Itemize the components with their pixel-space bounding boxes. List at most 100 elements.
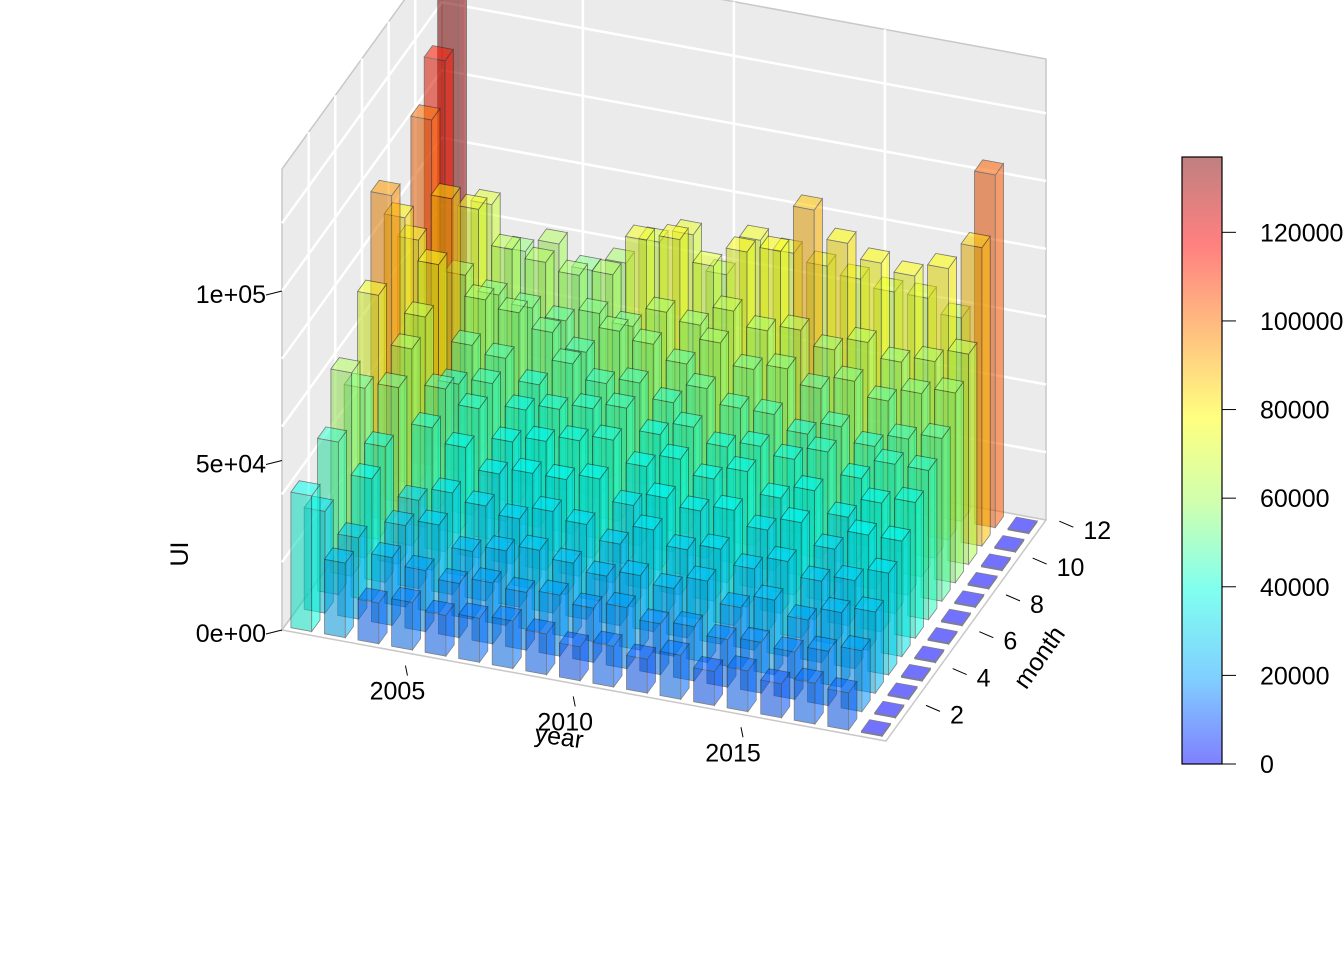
bar-face-top [632, 514, 663, 531]
bar-face-top [954, 590, 985, 607]
bar-face-top [457, 193, 488, 210]
bar [625, 643, 657, 695]
bar-face-top [665, 534, 697, 551]
bar-face-top [397, 484, 428, 501]
bar-face-top [887, 682, 918, 699]
bar-face-top [786, 418, 817, 435]
bar-face-top [484, 342, 515, 359]
bar-face-top [592, 630, 623, 647]
bar-face-top [598, 528, 630, 545]
bar [592, 630, 623, 689]
bar-face-top [551, 348, 582, 365]
bar-face-top [926, 252, 958, 270]
bar-face-top [786, 604, 818, 621]
bar [290, 480, 321, 633]
bar-face-top [812, 334, 844, 351]
bar-face-top [779, 314, 810, 331]
bar-face-top [827, 677, 858, 694]
y-tick [1059, 520, 1074, 528]
bar-face-top [672, 610, 704, 628]
bar-face-front [760, 679, 782, 719]
bar-face-top [893, 486, 925, 503]
bar-face-top [464, 490, 495, 507]
x-tick [404, 665, 408, 676]
bar-face-top [726, 455, 757, 473]
bar [323, 547, 355, 639]
bar-face-front [726, 666, 749, 713]
y-tick-label: 12 [1083, 517, 1111, 545]
bar-face-top [464, 284, 495, 301]
bar-face-top [933, 377, 965, 394]
bar [874, 700, 905, 720]
bar-face-top [766, 353, 797, 370]
bar-face-top [859, 247, 891, 264]
bar-face-front [458, 613, 480, 663]
z-tick-label: 0e+00 [196, 620, 266, 648]
bar-face-top [450, 329, 482, 346]
bar-face-top [631, 328, 663, 345]
bar-face-top [417, 509, 448, 526]
bar-face-top [659, 639, 690, 656]
bar-face-top [524, 425, 556, 442]
x-tick-label: 2015 [705, 739, 761, 767]
bar-face-top [518, 534, 549, 551]
bar-face-top [537, 228, 568, 245]
bar-face-top [692, 655, 724, 673]
bar-face-side [954, 380, 964, 585]
bar-face-top [967, 571, 998, 589]
bar-face-side [941, 425, 951, 603]
bar-face-top [772, 443, 804, 460]
bar-face-top [645, 482, 676, 499]
bar [927, 627, 958, 646]
bar-face-top [384, 509, 415, 527]
bar-face-top [652, 572, 683, 589]
bar-face-top [417, 248, 448, 266]
bar-face-top [900, 377, 931, 395]
bar-face-top [846, 519, 878, 536]
bar-face-top [792, 194, 824, 211]
bar [900, 664, 932, 683]
bar-face-top [357, 587, 388, 604]
bar-face-top [451, 535, 482, 552]
bar [491, 605, 522, 670]
y-tick-label: 10 [1057, 554, 1085, 582]
bar-face-top [504, 394, 535, 411]
bar-face-top [370, 179, 401, 197]
colorbar-tick-label: 80000 [1260, 397, 1330, 425]
bar-face-top [719, 392, 750, 409]
bar-face-side [928, 457, 938, 621]
z-axis-title: UI [166, 542, 194, 567]
bar-face-top [558, 425, 589, 442]
colorbar-legend: 0 20000 40000 60000 80000 100000 120000 [1181, 156, 1343, 779]
x-tick [740, 727, 744, 738]
bar-face-top [913, 345, 944, 363]
z-tick-label: 1e+05 [196, 281, 266, 309]
bar-face-top [907, 454, 938, 471]
bar-face-side [311, 483, 321, 633]
bar-face-top [874, 700, 905, 718]
bar-face-top [410, 104, 441, 121]
x-tick [572, 696, 576, 707]
bar-face-top [524, 246, 555, 263]
bar-face-top [437, 567, 469, 584]
bar-face-top [760, 668, 791, 685]
bar-face-top [565, 508, 596, 525]
bar-face-top [698, 327, 730, 344]
bar-face-top [685, 372, 716, 390]
bar-face-top [686, 565, 717, 582]
bar-face-top [458, 602, 489, 619]
bar-face-top [484, 535, 516, 552]
bar-face-top [390, 586, 422, 603]
bar-face-top [833, 365, 864, 382]
bar-face-top [538, 579, 569, 596]
bar-face-top [290, 480, 321, 497]
z-tick [265, 629, 283, 635]
bar-face-top [1007, 516, 1038, 533]
bar-face-top [880, 525, 911, 542]
bar-face-top [920, 422, 951, 439]
bar [760, 668, 791, 720]
y-tick [1032, 557, 1047, 565]
bar-face-top [699, 533, 730, 550]
bar [525, 618, 556, 676]
bar-face-side [874, 599, 884, 695]
